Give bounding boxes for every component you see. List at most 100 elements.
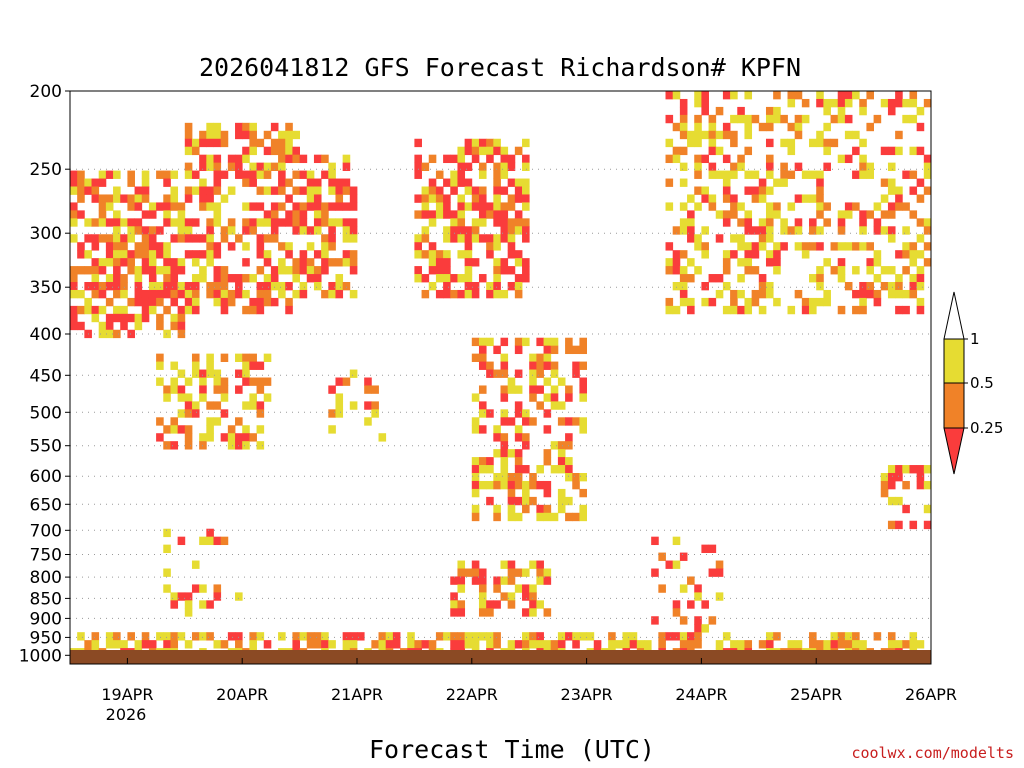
ri-cell xyxy=(550,361,559,370)
ri-cell xyxy=(278,266,286,275)
ri-cell xyxy=(895,520,903,530)
ri-cell xyxy=(313,274,322,283)
ri-cell xyxy=(184,234,193,243)
ri-cell xyxy=(464,234,473,243)
ri-cell xyxy=(916,473,925,482)
ri-cell xyxy=(206,289,214,299)
ri-cell xyxy=(105,234,114,243)
ri-cell xyxy=(701,154,709,164)
ri-cell xyxy=(730,297,738,307)
ri-cell xyxy=(328,289,336,299)
ri-cell xyxy=(529,592,537,601)
ri-cell xyxy=(163,210,171,219)
ri-cell xyxy=(141,640,150,649)
ri-cell xyxy=(184,409,193,418)
ri-cell xyxy=(500,433,509,442)
ri-cell xyxy=(852,202,860,211)
ri-cell xyxy=(134,289,143,299)
ri-cell xyxy=(536,480,544,490)
ri-cell xyxy=(378,433,387,442)
ri-cell xyxy=(206,218,214,227)
ri-cell xyxy=(91,266,100,275)
ri-cell xyxy=(916,465,925,474)
ri-cell xyxy=(722,305,731,315)
ri-cell xyxy=(866,242,874,251)
ri-cell xyxy=(335,401,344,410)
ri-cell xyxy=(450,600,458,609)
ri-cell xyxy=(278,632,286,641)
ri-cell xyxy=(84,178,92,187)
ri-cell xyxy=(758,289,767,299)
ri-cell xyxy=(572,473,580,482)
ri-cell xyxy=(113,242,121,251)
ri-cell xyxy=(335,202,344,211)
ri-cell xyxy=(765,202,774,211)
ri-cell xyxy=(787,226,796,235)
ri-cell xyxy=(220,433,229,442)
ri-cell xyxy=(70,234,78,243)
ri-cell xyxy=(70,178,78,187)
ri-cell xyxy=(722,250,731,259)
ri-cell xyxy=(278,178,286,187)
ri-cell xyxy=(256,282,265,291)
ri-cell xyxy=(191,250,200,259)
ri-cell xyxy=(263,377,272,386)
ri-cell xyxy=(737,114,745,124)
ri-cell xyxy=(242,425,250,434)
ri-cell xyxy=(235,162,243,171)
ri-cell xyxy=(450,640,458,649)
ri-cell xyxy=(522,640,530,649)
ri-cell xyxy=(543,361,552,370)
ri-cell xyxy=(443,250,451,259)
ri-cell xyxy=(471,393,480,402)
ri-cell xyxy=(471,218,480,227)
ri-cell xyxy=(464,226,473,235)
ri-cell xyxy=(730,234,738,243)
ri-cell xyxy=(105,329,114,339)
ri-cell xyxy=(844,154,853,164)
ri-cell xyxy=(313,282,322,291)
ri-cell xyxy=(464,282,473,291)
ri-cell xyxy=(148,640,157,649)
ri-cell xyxy=(242,353,250,362)
ri-cell xyxy=(141,178,150,187)
ri-cell xyxy=(859,305,867,315)
ri-cell xyxy=(421,250,430,259)
ri-cell xyxy=(292,210,300,219)
ri-cell xyxy=(457,608,466,617)
ri-cell xyxy=(242,130,250,140)
ri-cell xyxy=(507,154,516,164)
ri-cell xyxy=(902,640,910,649)
ri-cell xyxy=(299,258,308,267)
ri-cell xyxy=(478,210,487,219)
ri-cell xyxy=(765,250,774,259)
ri-cell xyxy=(270,122,279,132)
ri-cell xyxy=(722,170,731,179)
ri-cell xyxy=(206,250,214,259)
ri-cell xyxy=(895,465,903,474)
ri-cell xyxy=(816,210,824,219)
ri-cell xyxy=(227,154,236,164)
ri-cell xyxy=(213,162,222,171)
ri-cell xyxy=(708,568,717,577)
ri-cell xyxy=(184,425,193,434)
ri-cell xyxy=(902,250,910,259)
ri-cell xyxy=(134,321,143,331)
y-tick-label: 500 xyxy=(30,403,62,423)
ri-cell xyxy=(285,130,293,140)
ri-cell xyxy=(313,226,322,235)
ri-cell xyxy=(730,138,738,148)
ri-cell xyxy=(141,289,150,299)
ri-cell xyxy=(91,186,100,195)
ri-cell xyxy=(522,568,530,577)
ri-cell xyxy=(801,98,810,108)
ri-cell xyxy=(242,226,250,235)
ri-cell xyxy=(852,91,860,100)
ri-cell xyxy=(557,496,566,506)
ri-cell xyxy=(809,242,817,251)
ri-cell xyxy=(177,425,186,434)
ri-cell xyxy=(486,242,494,251)
ri-cell xyxy=(773,114,781,124)
ri-cell xyxy=(435,266,444,275)
ri-cell xyxy=(213,210,222,219)
